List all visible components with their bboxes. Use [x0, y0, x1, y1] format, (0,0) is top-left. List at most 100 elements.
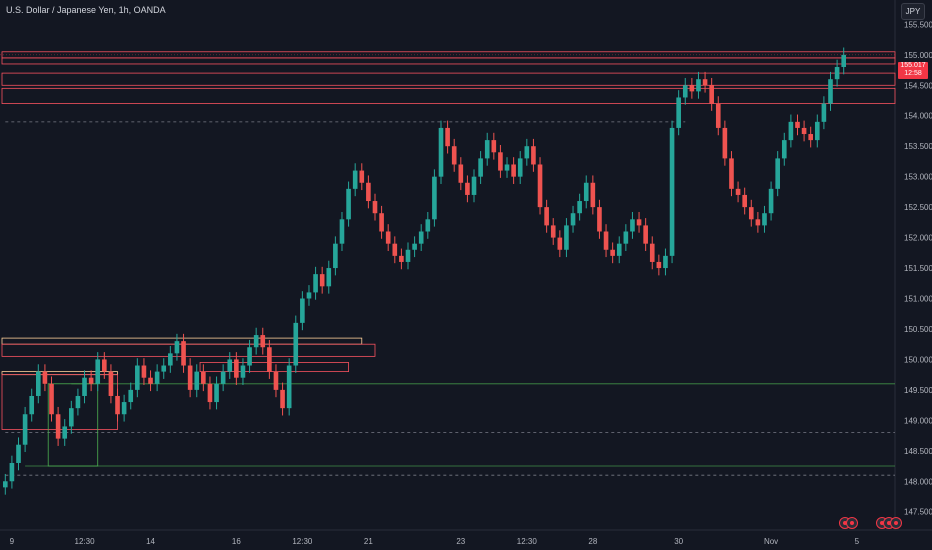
- zone-box: [1, 343, 376, 357]
- last-price-label: 155.017 12:58: [898, 62, 928, 79]
- candle-body: [313, 274, 318, 293]
- y-tick-label: 150.000: [904, 355, 932, 364]
- candle-body: [405, 249, 411, 262]
- candle-body: [656, 261, 662, 269]
- y-tick-label: 154.500: [904, 81, 932, 90]
- candle-body: [537, 164, 543, 208]
- x-tick-label: 23: [456, 537, 465, 546]
- candle-body: [29, 395, 35, 415]
- candle-body: [702, 79, 708, 86]
- y-tick-label: 151.500: [904, 264, 932, 273]
- candle-body: [775, 158, 780, 189]
- y-tick-label: 148.500: [904, 447, 932, 456]
- candle-body: [643, 225, 648, 244]
- candle-body: [234, 359, 239, 378]
- candle-body: [286, 365, 292, 409]
- candle-body: [49, 383, 54, 415]
- candle-body: [570, 213, 576, 226]
- candle-body: [399, 255, 404, 262]
- candle-body: [69, 408, 74, 427]
- candle-body: [616, 243, 622, 256]
- candle-body: [432, 176, 437, 220]
- y-tick-label: 149.500: [904, 386, 932, 395]
- candle-body: [227, 359, 233, 372]
- candle-body: [9, 462, 15, 482]
- candle-body: [491, 140, 497, 153]
- candle-body: [531, 146, 536, 165]
- zone-box: [1, 371, 118, 376]
- candle-body: [755, 219, 761, 226]
- candle-body: [715, 103, 721, 128]
- y-tick-label: 153.000: [904, 173, 932, 182]
- y-tick-label: 147.500: [904, 508, 932, 517]
- candle-body: [682, 85, 688, 98]
- candle-body: [762, 213, 767, 226]
- x-tick-label: 21: [364, 537, 373, 546]
- candle-body: [141, 365, 147, 378]
- candle-body: [623, 231, 629, 244]
- candle-body: [669, 127, 675, 256]
- currency-button[interactable]: JPY: [901, 3, 925, 20]
- candle-body: [95, 359, 101, 384]
- candle-body: [385, 231, 391, 244]
- x-tick-label: 14: [146, 537, 155, 546]
- candle-body: [82, 377, 87, 396]
- candle-body: [465, 182, 470, 195]
- y-tick-label: 148.000: [904, 477, 932, 486]
- candle-body: [207, 383, 213, 403]
- candle-body: [75, 395, 81, 409]
- candle-body: [359, 170, 365, 183]
- x-tick-label: 12:30: [517, 537, 538, 546]
- y-tick-label: 155.500: [904, 20, 932, 29]
- x-tick-label: 28: [588, 537, 597, 546]
- candle-body: [306, 292, 312, 299]
- candle-body: [35, 371, 41, 396]
- candle-body: [630, 219, 635, 232]
- event-icon[interactable]: [846, 517, 858, 529]
- x-tick-label: Nov: [764, 537, 778, 546]
- candle-body: [663, 255, 668, 269]
- candle-body: [267, 347, 272, 372]
- y-tick-label: 152.000: [904, 234, 932, 243]
- candle-body: [781, 140, 787, 159]
- candle-body: [544, 207, 549, 226]
- candle-body: [768, 188, 774, 214]
- event-icon[interactable]: [890, 517, 902, 529]
- candle-body: [451, 146, 457, 165]
- candle-body: [445, 127, 450, 147]
- candle-body: [597, 207, 602, 232]
- candle-body: [458, 164, 464, 183]
- candle-body: [22, 414, 28, 445]
- candle-body: [722, 127, 728, 159]
- candle-body: [194, 371, 200, 390]
- candle-body: [201, 371, 206, 384]
- chart-title: U.S. Dollar / Japanese Yen, 1h, OANDA: [6, 5, 166, 15]
- candle-body: [128, 389, 134, 403]
- y-tick-label: 155.000: [904, 51, 932, 60]
- candle-body: [564, 225, 569, 250]
- candle-body: [418, 231, 424, 244]
- candle-body: [293, 322, 299, 366]
- candle-body: [498, 152, 503, 171]
- candle-body: [300, 298, 305, 323]
- candle-body: [511, 164, 516, 177]
- candle-body: [821, 103, 827, 122]
- candle-body: [326, 268, 332, 287]
- candle-body: [379, 213, 384, 232]
- candle-body: [88, 377, 94, 384]
- candle-body: [484, 140, 490, 159]
- candle-body: [168, 353, 173, 366]
- candle-body: [187, 365, 193, 390]
- candle-body: [795, 121, 800, 128]
- candle-body: [55, 414, 61, 439]
- zone-box: [199, 362, 349, 373]
- candle-body: [583, 182, 589, 202]
- y-tick-label: 151.000: [904, 295, 932, 304]
- candle-body: [240, 365, 246, 378]
- candle-body: [808, 134, 814, 141]
- candle-body: [603, 231, 609, 250]
- candle-body: [339, 219, 345, 244]
- candle-body: [280, 389, 285, 409]
- candle-body: [154, 371, 160, 384]
